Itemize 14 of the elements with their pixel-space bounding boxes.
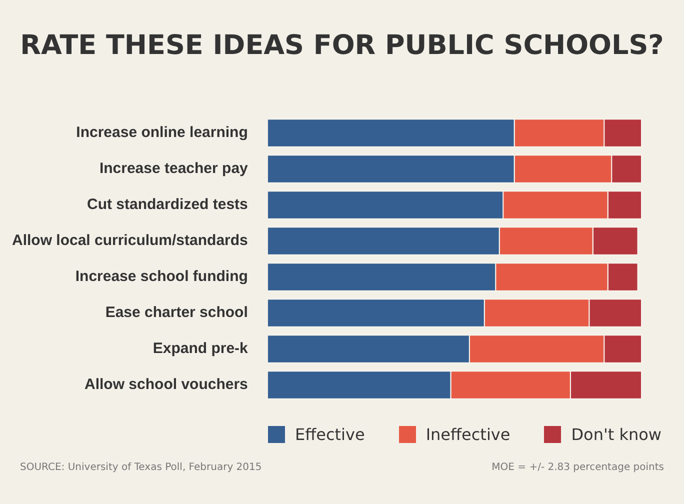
legend-label: Ineffective bbox=[426, 425, 510, 444]
y-tick-label: Increase online learning bbox=[76, 124, 248, 142]
y-tick-label: Allow school vouchers bbox=[84, 376, 248, 394]
source-note: SOURCE: University of Texas Poll, February 2015 bbox=[20, 462, 262, 473]
y-tick-label: Expand pre-k bbox=[152, 340, 249, 358]
y-tick-label: Cut standardized tests bbox=[87, 196, 248, 214]
chart-title: RATE THESE IDEAS FOR PUBLIC SCHOOLS? bbox=[19, 30, 665, 61]
text: MOE = +/- 2.83 percentage points bbox=[492, 462, 664, 473]
y-tick-label: Ease charter school bbox=[105, 304, 248, 322]
legend-label: Don't know bbox=[571, 425, 662, 444]
legend-label: Effective bbox=[295, 425, 365, 444]
y-tick-label: Increase teacher pay bbox=[99, 160, 249, 178]
y-tick-label: Allow local curriculum/standards bbox=[12, 232, 248, 250]
y-tick-label: Increase school funding bbox=[75, 268, 248, 286]
